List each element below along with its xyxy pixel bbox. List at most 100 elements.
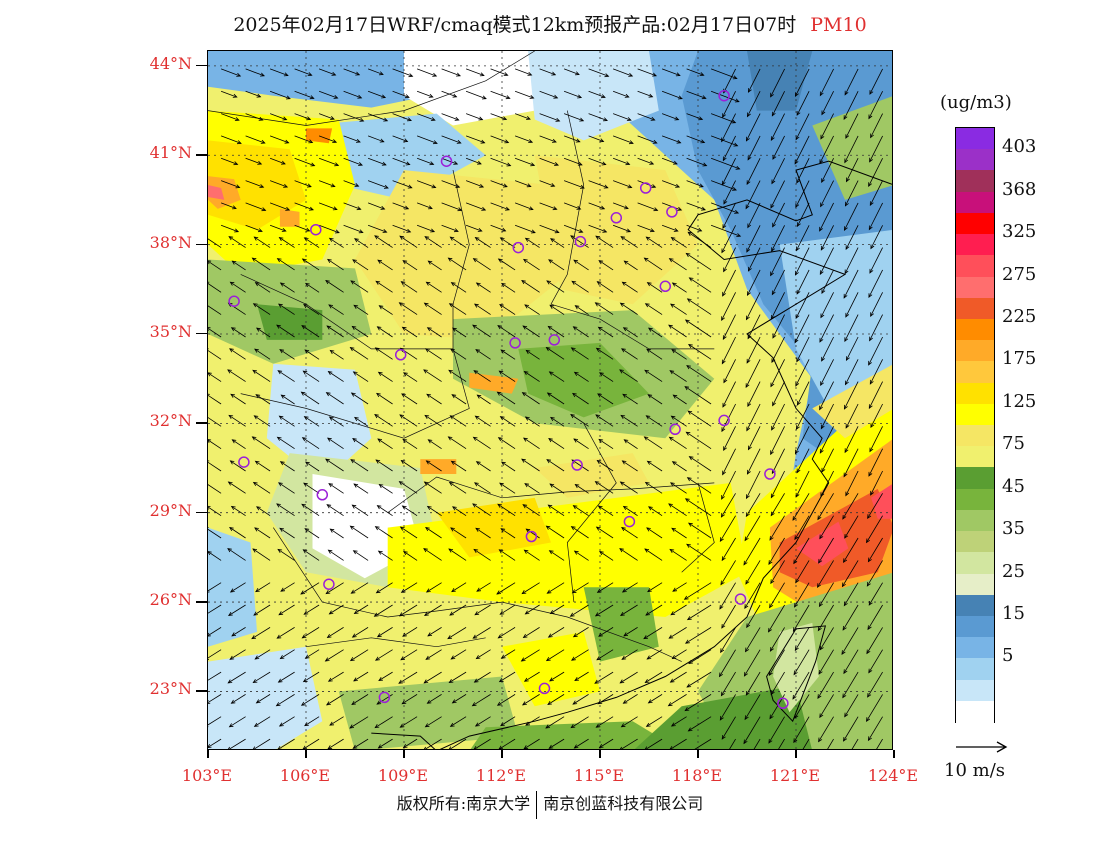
wind-arrowhead bbox=[686, 298, 692, 303]
wind-vector bbox=[302, 627, 320, 639]
wind-arrowhead bbox=[326, 325, 332, 330]
wind-arrowhead bbox=[745, 315, 750, 321]
wind-arrowhead bbox=[300, 391, 306, 396]
wind-vector bbox=[318, 157, 339, 166]
wind-arrowhead bbox=[352, 437, 357, 443]
wind-vector bbox=[546, 280, 565, 293]
wind-vector bbox=[330, 350, 344, 360]
wind-arrowhead bbox=[302, 745, 307, 749]
map-canvas bbox=[208, 51, 892, 749]
wind-arrowhead bbox=[259, 184, 265, 188]
wind-arrowhead bbox=[277, 678, 283, 683]
wind-arrowhead bbox=[472, 436, 478, 441]
wind-arrowhead bbox=[843, 226, 848, 232]
wind-arrowhead bbox=[353, 483, 359, 488]
wind-vector bbox=[376, 582, 393, 594]
wind-vector bbox=[870, 403, 883, 428]
wind-vector bbox=[668, 503, 687, 517]
wind-vector bbox=[869, 180, 883, 206]
wind-vector bbox=[619, 548, 638, 561]
lat-tick bbox=[196, 422, 207, 424]
wind-arrowhead bbox=[432, 72, 438, 77]
wind-arrowhead bbox=[596, 281, 602, 286]
wind-vector bbox=[588, 68, 609, 77]
wind-arrowhead bbox=[669, 745, 674, 749]
wind-vector bbox=[278, 738, 295, 749]
wind-vector bbox=[539, 180, 555, 187]
wind-arrowhead bbox=[719, 715, 724, 721]
wind-vector bbox=[819, 68, 834, 96]
wind-vector bbox=[668, 627, 687, 639]
wind-arrowhead bbox=[688, 456, 694, 461]
wind-vector bbox=[278, 303, 295, 315]
wind-vector bbox=[563, 68, 580, 75]
wind-arrowhead bbox=[285, 206, 291, 211]
wind-vector bbox=[280, 582, 295, 592]
wind-vector bbox=[795, 470, 810, 498]
wind-arrowhead bbox=[375, 280, 381, 285]
wind-arrowhead bbox=[688, 277, 694, 282]
wind-vector bbox=[623, 694, 638, 704]
lon-label: 118°E bbox=[671, 766, 723, 785]
wind-arrowhead bbox=[227, 369, 232, 374]
wind-arrowhead bbox=[819, 713, 824, 719]
wind-vector bbox=[399, 302, 418, 315]
wind-vector bbox=[612, 113, 632, 121]
wind-arrowhead bbox=[598, 260, 604, 265]
legend-swatch bbox=[956, 318, 994, 341]
wind-arrowhead bbox=[447, 436, 453, 441]
wind-arrowhead bbox=[430, 228, 436, 233]
wind-arrowhead bbox=[676, 139, 682, 144]
wind-vector bbox=[771, 403, 785, 431]
wind-arrowhead bbox=[400, 588, 406, 593]
wind-arrowhead bbox=[746, 469, 751, 475]
wind-arrowhead bbox=[869, 336, 873, 342]
wind-vector bbox=[623, 506, 638, 517]
wind-vector bbox=[866, 560, 883, 587]
wind-vector bbox=[521, 458, 540, 472]
wind-vector bbox=[465, 135, 485, 144]
wind-vector bbox=[770, 180, 785, 209]
taiwan-outline bbox=[766, 625, 827, 723]
wind-vector bbox=[770, 68, 785, 97]
wind-arrowhead bbox=[276, 634, 282, 639]
wind-arrowhead bbox=[477, 160, 482, 165]
wind-vector bbox=[794, 582, 810, 608]
wind-arrowhead bbox=[844, 337, 849, 343]
wind-arrowhead bbox=[400, 656, 405, 661]
wind-vector bbox=[596, 649, 614, 661]
wind-arrowhead bbox=[794, 646, 799, 652]
wind-vector bbox=[367, 90, 386, 98]
wind-vector bbox=[624, 260, 638, 271]
wind-arrowhead bbox=[626, 228, 632, 233]
forecast-map[interactable] bbox=[207, 50, 893, 750]
wind-arrowhead bbox=[451, 587, 456, 593]
lon-tick bbox=[305, 750, 307, 758]
wind-vector bbox=[208, 671, 222, 681]
lat-label: 26°N bbox=[149, 590, 192, 610]
wind-arrowhead bbox=[817, 626, 822, 632]
wind-vector bbox=[746, 604, 761, 628]
wind-arrowhead bbox=[868, 114, 873, 120]
wind-vector bbox=[563, 135, 580, 143]
wind-vector bbox=[465, 157, 482, 165]
wind-arrowhead bbox=[621, 655, 627, 660]
wind-arrowhead bbox=[621, 526, 626, 532]
wind-arrowhead bbox=[254, 655, 260, 660]
wind-arrowhead bbox=[450, 655, 456, 660]
wind-arrowhead bbox=[399, 414, 405, 419]
wind-vector bbox=[376, 393, 393, 405]
wind-vector bbox=[868, 649, 883, 673]
wind-arrowhead bbox=[820, 424, 825, 430]
wind-arrowhead bbox=[350, 459, 356, 464]
wind-arrowhead bbox=[476, 587, 482, 592]
wind-vector bbox=[570, 604, 589, 617]
wind-arrowhead bbox=[794, 92, 799, 98]
wind-arrowhead bbox=[646, 527, 651, 532]
wind-arrowhead bbox=[596, 459, 602, 465]
wind-arrowhead bbox=[721, 427, 726, 433]
wind-arrowhead bbox=[375, 589, 381, 594]
wind-arrowhead bbox=[699, 72, 705, 76]
wind-vector bbox=[401, 393, 418, 405]
wind-arrowhead bbox=[404, 94, 410, 99]
